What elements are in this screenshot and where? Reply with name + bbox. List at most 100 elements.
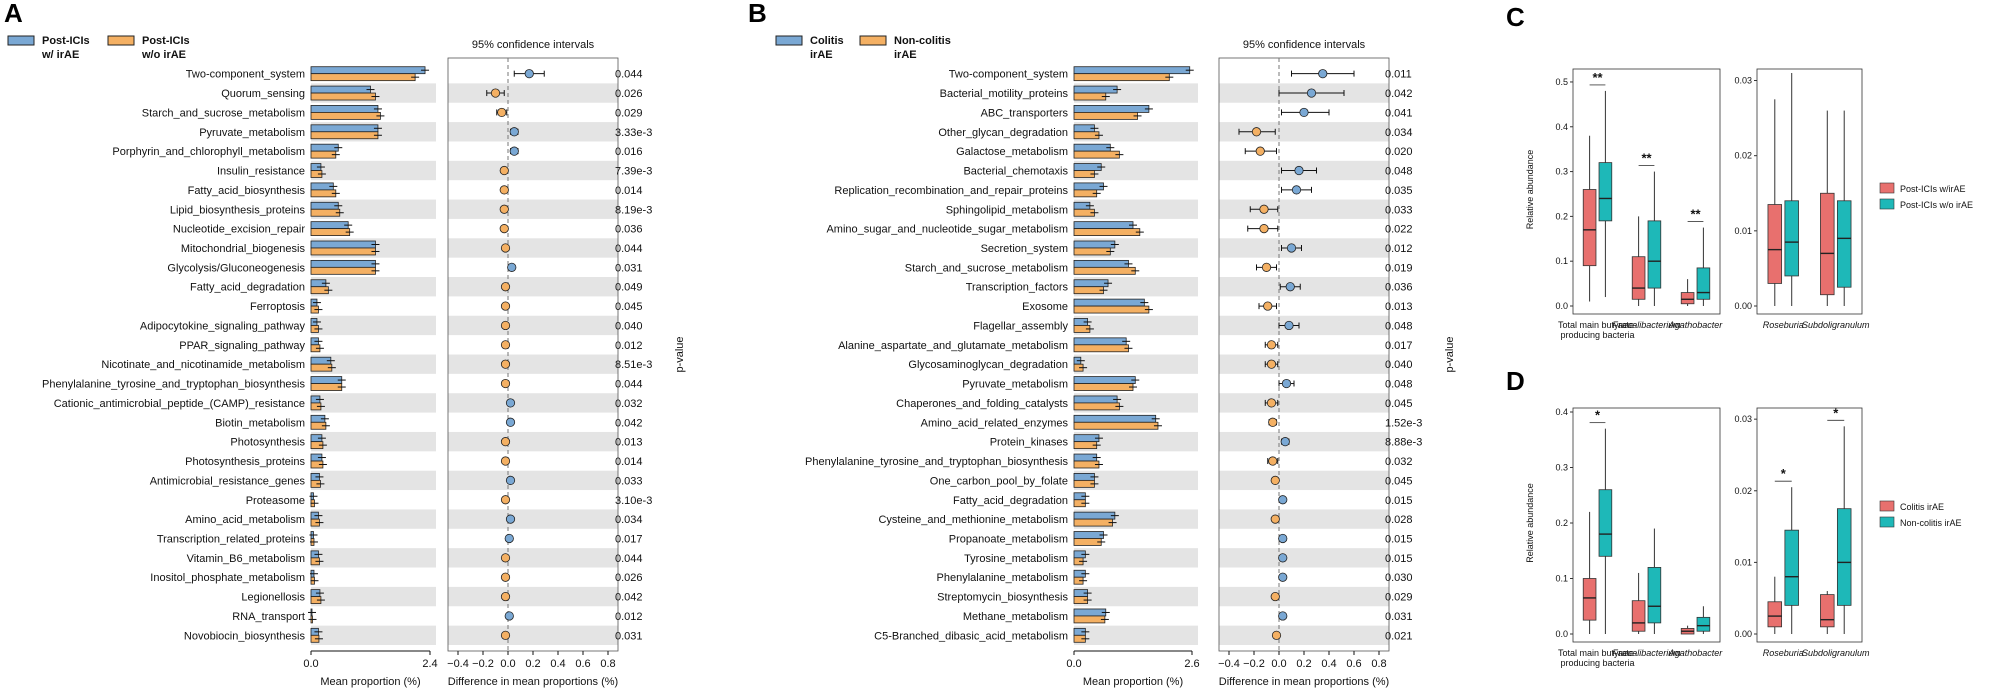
panel-b-ci-point — [1268, 456, 1278, 466]
panel-b-p-value: 0.048 — [1385, 379, 1413, 391]
panel-d-significance-stars: * — [1781, 466, 1787, 481]
panel-b-category-label: Cysteine_and_methionine_metabolism — [878, 514, 1068, 526]
panel-a-p-value: 0.013 — [615, 437, 643, 449]
panel-d-right-y-tick-label: 0.00 — [1734, 629, 1752, 639]
panel-a-ci-point — [500, 437, 511, 447]
panel-b-ci-stripe — [1219, 315, 1389, 336]
panel-b-bar-series2 — [1073, 518, 1113, 527]
panel-b-bar-tick-label: 2.6 — [1184, 658, 1199, 670]
panel-b-bar-series2 — [1073, 286, 1104, 295]
panel-a-bar-axis-title: Mean proportion (%) — [320, 676, 420, 688]
panel-d-legend-label-1: Colitis irAE — [1900, 502, 1944, 512]
panel-a-p-value: 0.017 — [615, 533, 643, 545]
panel-a-p-value: 0.044 — [615, 553, 643, 565]
panel-a-ci-title: 95% confidence intervals — [472, 39, 595, 51]
panel-b-pvalue-axis-label: p-value — [1444, 336, 1456, 372]
panel-c-x-label: Roseburia — [1763, 320, 1804, 330]
panel-a-bar-series1 — [310, 66, 426, 75]
panel-b-bar-series2 — [1073, 344, 1129, 353]
panel-c-box-series1 — [1767, 204, 1783, 284]
panel-a-ci-stripe — [448, 509, 618, 529]
panel-b-category-label: Phenylalanine_tyrosine_and_tryptophan_bi… — [805, 456, 1068, 468]
panel-b-p-value: 0.036 — [1385, 282, 1413, 294]
panel-b-ci-point — [1299, 107, 1309, 118]
panel-b-bar-stripe — [1074, 586, 1198, 607]
panel-c-y-axis-title: Relative abundance — [1525, 150, 1535, 230]
panel-a-bar-series1 — [310, 201, 339, 210]
panel-b-ci-point — [1266, 340, 1277, 350]
panel-d-left-frame — [1572, 407, 1721, 643]
panel-a-category-label: Adipocytokine_signaling_pathway — [140, 320, 306, 332]
panel-b-p-value: 0.021 — [1385, 630, 1413, 642]
panel-a-ci-stripe — [448, 83, 618, 103]
panel-c-box-series2 — [1598, 162, 1613, 222]
panel-b-category-label: Replication_recombination_and_repair_pro… — [834, 185, 1068, 197]
panel-c-legend-swatch-2 — [1879, 198, 1895, 210]
panel-b-ci-stripe — [1219, 548, 1389, 568]
panel-a-ci-axis-title: Difference in mean proportions (%) — [448, 676, 618, 688]
panel-a-bar-stripe — [311, 431, 436, 452]
panel-b-ci-tick-label: 0.4 — [1321, 658, 1336, 670]
panel-b-p-value: 0.022 — [1385, 224, 1413, 236]
panel-a-p-value: 0.042 — [615, 592, 643, 604]
panel-b-bar-series1 — [1073, 279, 1109, 288]
panel-b-bar-stripe — [1074, 431, 1198, 452]
panel-b-ci-point — [1251, 127, 1262, 137]
panel-a-p-value: 0.014 — [615, 185, 643, 197]
panel-b-category-label: Galactose_metabolism — [956, 146, 1068, 158]
panel-b-category-label: Fatty_acid_degradation — [953, 495, 1068, 507]
panel-c-significance-stars: ** — [1592, 70, 1603, 85]
panel-a-ci-point — [505, 514, 516, 524]
panel-a-category-label: Lipid_biosynthesis_proteins — [170, 204, 306, 216]
panel-b-ci-stripe — [1219, 199, 1389, 219]
panel-a-ci-stripe — [448, 393, 618, 413]
panel-a-p-value: 0.045 — [615, 301, 643, 313]
panel-b-category-label: Chaperones_and_folding_catalysts — [896, 398, 1068, 410]
panel-a-ci-stripe — [448, 199, 618, 219]
panel-a-p-value: 0.016 — [615, 146, 643, 158]
panel-a-ci-tick-label: −0.4 — [447, 658, 469, 670]
panel-c-x-label: Total main butyrate- — [1558, 320, 1637, 330]
panel-a-category-label: Two-component_system — [186, 69, 305, 81]
panel-d-right-frame — [1756, 407, 1863, 643]
panel-a-p-value: 7.39e-3 — [615, 166, 652, 178]
panel-a-ci-point — [500, 553, 511, 563]
panel-a-ci-point — [504, 533, 514, 544]
panel-b-bar-stripe — [1074, 160, 1198, 181]
panel-a-bar-series2 — [310, 383, 343, 391]
panel-d-legend-label-2: Non-colitis irAE — [1900, 518, 1962, 528]
panel-c-left-y-tick-label: 0.0 — [1555, 301, 1568, 311]
panel-c-right-y-tick-label: 0.03 — [1734, 76, 1752, 86]
panel-a-category-label: Nicotinate_and_nicotinamide_metabolism — [101, 359, 305, 371]
panel-b-category-label: C5-Branched_dibasic_acid_metabolism — [874, 630, 1068, 642]
panel-b-p-value: 0.013 — [1385, 301, 1413, 313]
panel-b-category-label: Other_glycan_degradation — [938, 127, 1068, 139]
panel-d-left-y-tick-label: 0.4 — [1555, 407, 1568, 417]
panel-b-ci-point — [1271, 630, 1282, 640]
panel-a-ci-point — [507, 262, 517, 272]
panel-c-label: C — [1506, 2, 1525, 32]
panel-a-ci-point — [500, 591, 511, 602]
panel-b-category-label: Flagellar_assembly — [973, 320, 1068, 332]
panel-a-category-label: Phenylalanine_tyrosine_and_tryptophan_bi… — [42, 379, 305, 391]
panel-b-category-label: Amino_sugar_and_nucleotide_sugar_metabol… — [826, 224, 1068, 236]
panel-b-category-label: Bacterial_motility_proteins — [940, 88, 1069, 100]
panel-b-category-label: Methane_metabolism — [963, 611, 1068, 623]
panel-a-ci-tick-label: 0.6 — [575, 658, 590, 670]
panel-b-p-value: 0.042 — [1385, 88, 1413, 100]
panel-d-left-y-tick-label: 0.3 — [1555, 463, 1568, 473]
panel-c-left-y-tick-label: 0.5 — [1555, 77, 1568, 87]
panel-b-bar-series2 — [1073, 266, 1136, 275]
panel-a-category-label: Glycolysis/Gluconeogenesis — [167, 262, 305, 274]
panel-b-bar-series1 — [1073, 395, 1118, 404]
panel-a-p-value: 0.014 — [615, 456, 643, 468]
panel-b-bar-series1 — [1073, 182, 1104, 191]
panel-b-ci-stripe — [1219, 393, 1389, 413]
panel-a-category-label: Antimicrobial_resistance_genes — [150, 475, 306, 487]
panel-a-ci-stripe — [448, 470, 618, 491]
panel-a-p-value: 0.042 — [615, 417, 643, 429]
panel-a-category-label: Photosynthesis_proteins — [185, 456, 305, 468]
panel-b-ci-stripe — [1219, 122, 1389, 142]
panel-b-ci-point — [1261, 262, 1272, 272]
panel-b-p-value: 0.030 — [1385, 572, 1413, 584]
